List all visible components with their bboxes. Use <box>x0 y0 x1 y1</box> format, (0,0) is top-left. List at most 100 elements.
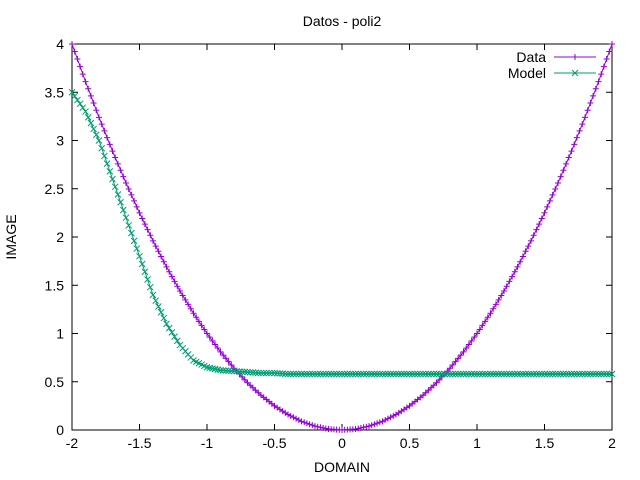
data-point-model <box>589 370 597 378</box>
data-point-data <box>490 305 497 312</box>
data-point-model <box>495 370 502 378</box>
data-point-model <box>281 370 289 378</box>
data-point-data <box>96 114 102 121</box>
data-point-model <box>168 328 176 336</box>
data-point-model <box>438 370 446 378</box>
data-point-model <box>284 370 292 378</box>
data-point-model <box>584 370 592 378</box>
data-point-model <box>497 370 505 378</box>
data-point-model <box>527 370 535 378</box>
data-point-data <box>120 173 127 180</box>
data-point-model <box>462 370 470 378</box>
data-point-data <box>206 334 213 341</box>
data-point-model <box>560 370 567 378</box>
data-point-model <box>79 104 87 112</box>
data-point-model <box>246 368 254 376</box>
data-point-model <box>600 370 608 378</box>
data-point-model <box>565 370 573 378</box>
data-point-data <box>314 423 321 430</box>
data-point-model <box>562 370 570 378</box>
data-point-model <box>398 370 405 378</box>
data-point-data <box>152 243 159 250</box>
y-axis-label: IMAGE <box>3 214 19 259</box>
data-point-data <box>355 425 362 432</box>
data-point-model <box>349 370 357 378</box>
data-point-model <box>335 370 343 378</box>
data-point-model <box>408 370 416 378</box>
data-point-model <box>546 370 554 378</box>
data-point-model <box>484 370 492 378</box>
data-point-model <box>395 370 403 378</box>
data-point-data <box>301 419 308 426</box>
data-point-model <box>514 370 521 378</box>
data-point-model <box>487 370 494 378</box>
data-point-data <box>468 337 475 344</box>
data-point-model <box>257 369 265 377</box>
data-point-data <box>150 237 156 244</box>
data-point-model <box>570 370 578 378</box>
data-point-data <box>487 310 494 317</box>
data-point-model <box>357 370 365 378</box>
data-point-model <box>503 370 511 378</box>
data-point-data <box>538 215 545 222</box>
data-point-data <box>565 154 572 161</box>
x-axis-label: DOMAIN <box>314 459 370 475</box>
data-point-data <box>182 296 189 303</box>
data-point-data <box>509 273 516 280</box>
data-point-data <box>587 100 594 107</box>
data-point-model <box>354 370 362 378</box>
data-point-data <box>168 273 175 280</box>
data-point-data <box>582 114 588 121</box>
data-point-model <box>422 370 430 378</box>
data-point-data <box>312 423 318 430</box>
data-point-model <box>322 370 330 378</box>
data-point-data <box>144 226 151 233</box>
data-point-model <box>549 370 556 378</box>
data-point-model <box>238 368 246 376</box>
data-point-data <box>320 424 327 431</box>
data-point-data <box>379 418 386 425</box>
data-point-model <box>362 370 370 378</box>
data-point-data <box>69 41 75 47</box>
data-point-data <box>522 248 529 255</box>
data-point-model <box>519 370 527 378</box>
plot-area: -2 -1.5 -1 -0.5 0 0.5 1 1.5 2 0 0.5 1 1.5 2 2.5 3 3.5 4 Da… <box>45 36 617 451</box>
data-point-data <box>209 337 216 344</box>
data-point-model <box>219 367 227 374</box>
data-point-model <box>252 369 259 377</box>
data-point-model <box>249 369 257 376</box>
data-point-model <box>446 370 454 378</box>
data-point-model <box>557 370 565 378</box>
data-point-model <box>500 370 508 378</box>
data-point-data <box>428 384 435 391</box>
data-point-model <box>303 370 311 378</box>
data-point-model <box>130 237 138 245</box>
data-point-model <box>376 370 384 378</box>
data-point-model <box>530 370 538 378</box>
data-point-model <box>173 337 181 345</box>
data-point-data <box>306 421 313 428</box>
data-point-data <box>476 326 483 333</box>
data-point-data <box>492 301 499 308</box>
x-tick-label: 0 <box>338 435 346 451</box>
data-point-model <box>368 370 376 378</box>
data-point-data <box>104 134 111 141</box>
data-point-model <box>522 370 529 378</box>
data-point-data <box>436 376 443 383</box>
data-point-data <box>352 426 359 433</box>
data-point-model <box>603 370 610 378</box>
data-point-model <box>311 370 319 378</box>
data-point-model <box>82 108 89 115</box>
data-point-model <box>95 137 103 144</box>
data-point-model <box>597 370 605 378</box>
data-point-model <box>68 88 76 96</box>
data-point-model <box>352 370 359 378</box>
data-point-data <box>457 352 464 359</box>
data-point-model <box>481 370 489 378</box>
data-point-model <box>306 370 313 378</box>
data-point-data <box>190 310 197 317</box>
data-point-model <box>346 370 354 378</box>
data-point-model <box>379 370 386 378</box>
data-point-model <box>308 370 316 378</box>
data-point-data <box>387 414 394 421</box>
